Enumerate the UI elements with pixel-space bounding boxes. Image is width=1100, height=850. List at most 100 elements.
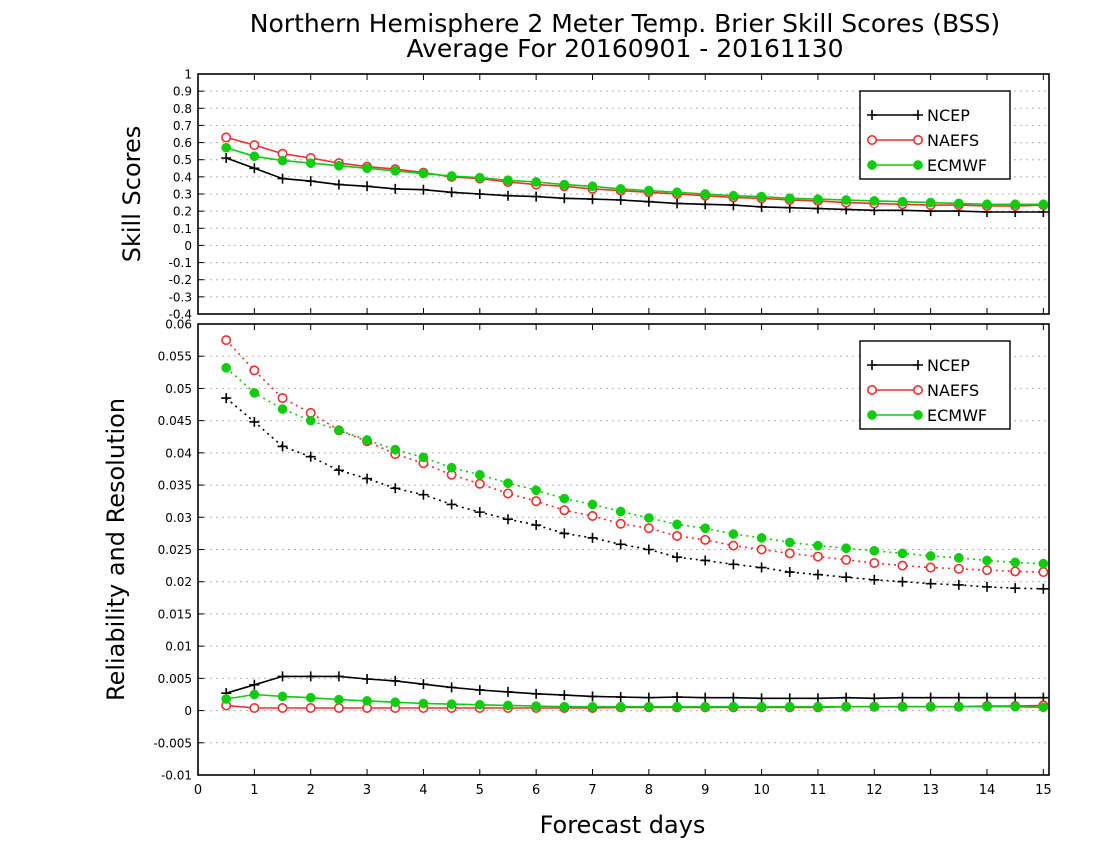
x-tick-label: 7: [588, 783, 596, 798]
ncep-point: [305, 176, 316, 187]
y-tick-label: 0.1: [173, 222, 192, 236]
legend-label-ecmwf: ECMWF: [927, 156, 987, 175]
x-tick-label: 0: [194, 783, 202, 798]
y-tick-label: 0.3: [173, 188, 192, 202]
ncep-point: [643, 196, 654, 207]
chart-title: Northern Hemisphere 2 Meter Temp. Brier …: [250, 9, 1000, 38]
legend-label-ncep: NCEP: [927, 106, 970, 125]
ecmwf-point: [221, 694, 232, 704]
ecmwf-line: [226, 693, 1044, 709]
ncep-point: [362, 674, 373, 685]
naefs-point: [869, 558, 880, 569]
ncep-point: [869, 574, 880, 585]
ncep-point: [333, 179, 344, 190]
naefs-point: [249, 365, 260, 376]
ecmwf-point: [756, 701, 767, 712]
ncep-point: [587, 691, 598, 702]
ecmwf-point: [784, 537, 795, 548]
x-tick-label: 3: [363, 783, 371, 798]
x-tick-label: 12: [866, 783, 883, 798]
ncep-point: [982, 581, 993, 592]
y-tick-label: 1: [184, 68, 192, 82]
ecmwf-point: [841, 543, 851, 554]
ecmwf-point: [615, 184, 626, 194]
ecmwf-point: [474, 172, 485, 183]
legend-marker: [866, 384, 877, 395]
ecmwf-point: [334, 425, 344, 436]
ncep-point: [728, 559, 739, 570]
ncep-point: [869, 693, 880, 704]
skill-series-ncep-0: [221, 153, 1049, 217]
y-tick-label: 0.9: [173, 85, 192, 99]
ecmwf-point: [277, 691, 288, 702]
ecmwf-point: [1038, 702, 1049, 713]
y-axis-title: Reliability and Resolution: [102, 398, 130, 701]
ncep-point: [277, 441, 288, 452]
naefs-point: [672, 530, 683, 541]
plot-frame: [197, 73, 1050, 315]
ecmwf-point: [1038, 558, 1049, 569]
ncep-point: [221, 393, 232, 404]
y-tick-label: -0.4: [169, 308, 192, 322]
ncep-point: [362, 473, 373, 484]
ecmwf-point: [587, 701, 598, 712]
ncep-point: [1010, 583, 1021, 594]
legend-label-ecmwf: ECMWF: [927, 406, 987, 425]
naefs-point: [700, 534, 711, 545]
naefs-point: [305, 702, 316, 713]
skill-series-ecmwf-2: [221, 142, 1049, 210]
ecmwf-point: [305, 692, 316, 703]
ncep-point: [700, 692, 711, 703]
y-tick-label: 0.7: [173, 119, 192, 133]
y-tick-label: 0.015: [158, 607, 192, 621]
skill-scores-panel: 1 0.9 0.8 0.7 0.6 0.5 0.4 0.3 0.2 0.1 0 -0.1 -0.2 -0.…: [118, 68, 1050, 322]
ecmwf-point: [756, 191, 767, 202]
ecmwf-point: [925, 701, 936, 712]
y-tick-label: 0.5: [173, 153, 192, 167]
legend-marker: [912, 135, 923, 146]
ecmwf-point: [305, 158, 316, 168]
ecmwf-point: [390, 444, 401, 455]
ncep-point: [390, 483, 401, 494]
x-tick-label: 5: [476, 783, 484, 798]
ncep-point: [756, 693, 767, 704]
ecmwf-point: [531, 701, 541, 711]
ecmwf-point: [474, 469, 485, 480]
naefs-point: [615, 518, 626, 529]
naefs-point: [249, 140, 260, 151]
ncep-point: [756, 201, 767, 212]
ncep-point: [925, 578, 936, 589]
naefs-point: [333, 702, 344, 713]
x-tick-label: 1: [250, 783, 258, 798]
naefs-point: [531, 496, 542, 507]
ncep-point: [249, 163, 260, 174]
ecmwf-point: [362, 163, 372, 174]
legend-marker: [913, 160, 923, 170]
naefs-point: [587, 510, 598, 521]
ecmwf-point: [644, 701, 654, 712]
ecmwf-point: [390, 166, 401, 176]
ecmwf-point: [221, 142, 232, 153]
ecmwf-point: [446, 699, 457, 709]
ecmwf-point: [700, 189, 711, 199]
ncep-point: [249, 679, 260, 690]
ecmwf-point: [559, 701, 570, 712]
ncep-point: [559, 193, 570, 204]
relres-legend: NCEP NAEFS ECMWF: [859, 340, 1011, 430]
ncep-point: [615, 692, 626, 703]
naefs-point: [982, 565, 993, 576]
y-tick-label: 0.005: [158, 672, 192, 686]
legend-marker: [867, 160, 877, 170]
naefs-point: [728, 540, 739, 551]
ecmwf-point: [728, 701, 739, 712]
ecmwf-point: [784, 701, 795, 712]
y-tick-label: 0.045: [158, 414, 192, 428]
naefs-point: [249, 702, 260, 713]
ncep-point: [474, 189, 485, 199]
ecmwf-point: [418, 168, 429, 179]
naefs-point: [1010, 566, 1021, 577]
ecmwf-point: [249, 388, 260, 398]
x-tick-label: 4: [419, 783, 427, 798]
ncep-point: [221, 153, 232, 163]
ncep-point: [672, 198, 683, 209]
